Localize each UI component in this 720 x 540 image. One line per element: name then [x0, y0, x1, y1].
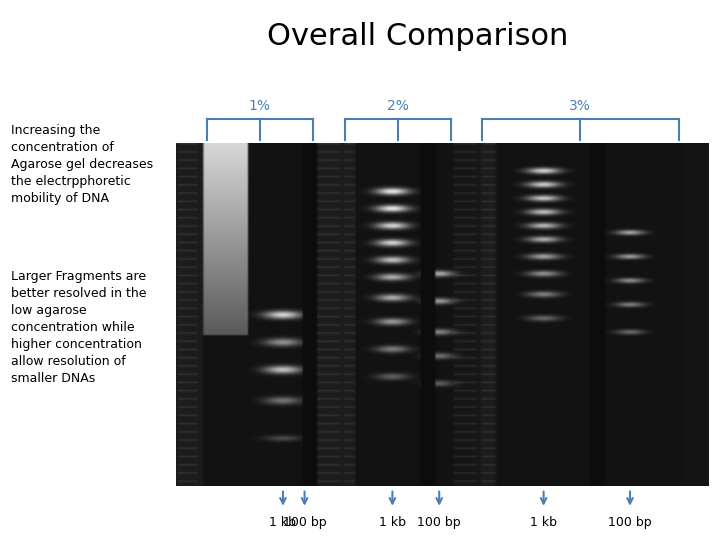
Text: 1 kb: 1 kb: [269, 516, 297, 529]
Text: 2%: 2%: [387, 99, 409, 113]
Text: 1 kb: 1 kb: [530, 516, 557, 529]
Text: 1%: 1%: [249, 99, 271, 113]
Text: 100 bp: 100 bp: [418, 516, 461, 529]
Text: 1 kb: 1 kb: [379, 516, 406, 529]
Text: 100 bp: 100 bp: [283, 516, 326, 529]
Text: Increasing the
concentration of
Agarose gel decreases
the electrpphoretic
mobili: Increasing the concentration of Agarose …: [11, 124, 153, 205]
Text: Larger Fragments are
better resolved in the
low agarose
concentration while
high: Larger Fragments are better resolved in …: [11, 270, 146, 385]
Text: 3%: 3%: [570, 99, 591, 113]
Text: 100 bp: 100 bp: [608, 516, 652, 529]
Text: Overall Comparison: Overall Comparison: [267, 22, 568, 51]
